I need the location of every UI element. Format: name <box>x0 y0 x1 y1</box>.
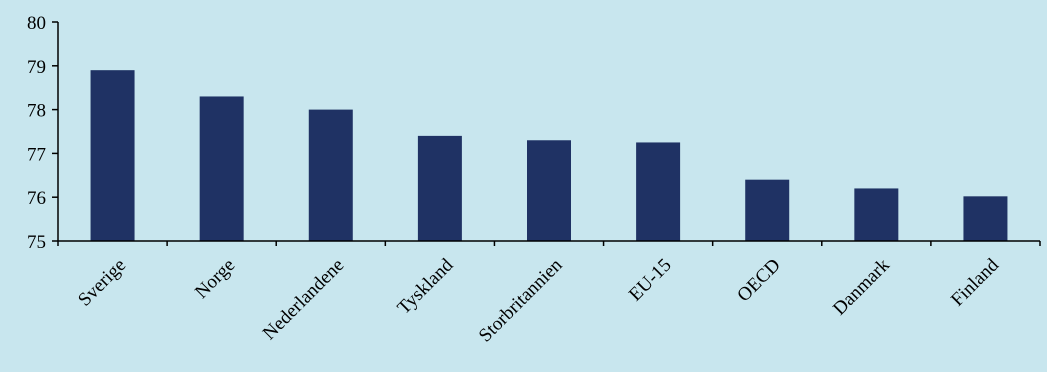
x-category-label: Storbritannien <box>475 254 567 346</box>
y-tick-label: 78 <box>27 101 46 122</box>
y-tick-label: 77 <box>27 144 46 165</box>
y-axis: 75 76 77 78 79 80 <box>27 13 59 253</box>
bar-danmark <box>854 188 899 241</box>
bar-oecd <box>745 179 790 241</box>
x-category-label: Tyskland <box>394 254 458 318</box>
x-category-label: Danmark <box>829 254 894 319</box>
x-category-label: Finland <box>947 254 1003 310</box>
bar-tyskland <box>417 135 462 241</box>
y-tick-label: 79 <box>27 57 46 78</box>
x-category-label: EU-15 <box>625 255 676 306</box>
x-category-label: Sverige <box>74 255 130 311</box>
x-category-label: Nederlandene <box>259 255 348 344</box>
bar-nederlandene <box>308 109 353 241</box>
y-tick-label: 76 <box>27 188 46 209</box>
x-category-label: Norge <box>191 255 239 303</box>
bar-storbritannien <box>527 140 571 241</box>
x-category-label: OECD <box>733 255 784 306</box>
bars <box>90 70 1008 242</box>
x-axis: Sverige Norge Nederlandene Tyskland Storbrit… <box>57 240 1041 346</box>
bar-finland <box>963 196 1008 241</box>
y-tick-label: 75 <box>27 232 46 253</box>
y-tick-label: 80 <box>27 13 46 34</box>
bar-norge <box>199 96 244 242</box>
bar-eu-15 <box>636 142 681 241</box>
bar-sverige <box>90 70 135 242</box>
